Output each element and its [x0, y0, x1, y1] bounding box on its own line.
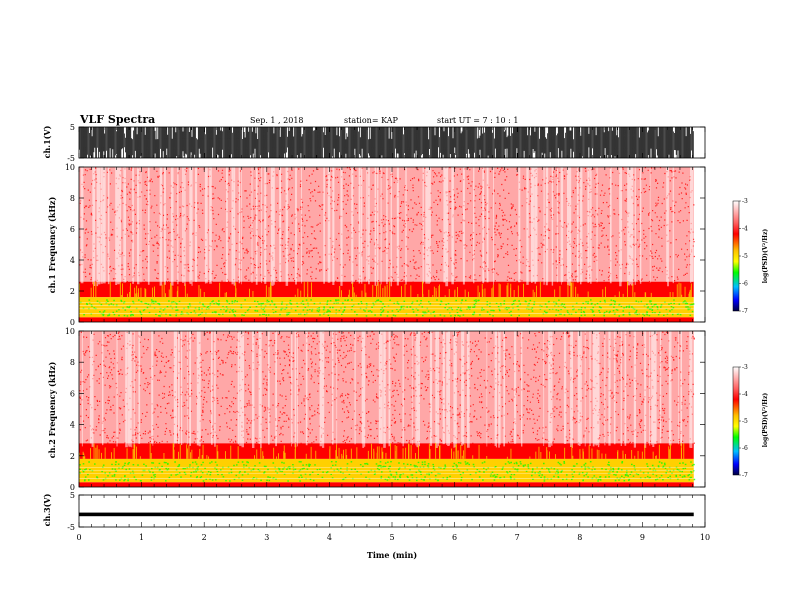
band-low — [79, 317, 694, 322]
x-tick-label: 5 — [389, 533, 394, 542]
ch2-spectrogram-panel: 0 2 4 6 8 10 — [65, 327, 706, 492]
x-tick-label: 2 — [202, 533, 207, 542]
ch1-colorbar-label: log(PSD)(V²/Hz) — [762, 229, 769, 284]
y-tick-label: 4 — [70, 421, 75, 430]
colorbar-tick-label: -4 — [742, 226, 748, 233]
x-tick-label: 9 — [640, 533, 645, 542]
y-tick-label: 5 — [70, 491, 75, 500]
panel-frame — [78, 126, 706, 159]
colorbar-tick-label: -3 — [742, 364, 748, 371]
ch2-spec-ylabel: ch.2 Frequency (kHz) — [47, 362, 57, 459]
ch1-waveform-trace — [79, 127, 694, 158]
x-tick-label: 1 — [139, 533, 144, 542]
x-tick-label: 7 — [515, 533, 520, 542]
x-tick-label: 3 — [264, 533, 269, 542]
y-tick-label: 2 — [70, 287, 75, 296]
ch3-wave-ylabel: ch.3(V) — [42, 493, 52, 526]
date-label: Sep. 1 , 2018 — [250, 116, 304, 125]
y-tick-label: -5 — [67, 154, 75, 163]
y-tick-label: 0 — [70, 318, 75, 327]
y-tick-label: 0 — [70, 483, 75, 492]
y-tick-label: 6 — [70, 225, 75, 234]
x-tick-label: 10 — [700, 533, 710, 542]
ch2-colorbar-label: log(PSD)(V²/Hz) — [762, 393, 769, 448]
y-tick-label: 8 — [70, 194, 75, 203]
panel-frame — [78, 166, 706, 323]
x-axis-title: Time (min) — [367, 550, 417, 560]
colorbar-tick-label: -6 — [742, 445, 748, 452]
white-streaks — [81, 331, 693, 448]
x-tick-label: 4 — [327, 533, 332, 542]
ch1-waveform-panel: 5 -5 — [67, 123, 706, 163]
panel-frame — [78, 330, 706, 488]
colorbar-tick-label: -3 — [742, 198, 748, 205]
y-tick-label: 8 — [70, 358, 75, 367]
colorbar-scale — [732, 200, 740, 312]
yellow-spikes — [79, 442, 685, 459]
y-tick-label: 10 — [65, 163, 75, 172]
y-tick-label: -5 — [67, 523, 75, 532]
panel-frame — [78, 494, 706, 528]
yellow-spikes — [79, 281, 692, 298]
colorbar-scale — [732, 366, 740, 476]
ch1-spec-ylabel: ch.1 Frequency (kHz) — [47, 197, 57, 294]
y-tick-label: 6 — [70, 389, 75, 398]
ch1-colorbar: -3 -4 -5 -6 -7 — [732, 198, 748, 315]
white-streaks — [80, 167, 694, 287]
colorbar-tick-label: -5 — [742, 253, 748, 260]
station-label: station= KAP — [344, 116, 399, 125]
colorbar-tick-label: -7 — [742, 308, 748, 315]
y-tick-label: 2 — [70, 452, 75, 461]
band-low — [79, 482, 694, 487]
figure-title: VLF Spectra — [79, 113, 155, 126]
colorbar-tick-label: -6 — [742, 281, 748, 288]
start-time-label: start UT = 7 : 10 : 1 — [437, 116, 518, 125]
green-patches — [80, 299, 695, 317]
x-tick-label: 8 — [577, 533, 582, 542]
ch1-wave-ylabel: ch.1(V) — [42, 125, 52, 158]
x-tick-label: 6 — [452, 533, 457, 542]
colorbar-tick-label: -4 — [742, 391, 748, 398]
x-tick-label: 0 — [76, 533, 81, 542]
colorbar-tick-label: -5 — [742, 418, 748, 425]
y-tick-label: 4 — [70, 256, 75, 265]
ch2-colorbar: -3 -4 -5 -6 -7 — [732, 364, 748, 479]
ch1-spectrogram-panel: 0 2 4 6 8 10 — [65, 163, 706, 327]
band-high — [79, 443, 694, 459]
colorbar-tick-label: -7 — [742, 472, 748, 479]
y-tick-label: 5 — [70, 123, 75, 132]
ch3-waveform-panel: 5 -50 1 2 3 4 5 6 7 8 9 10 — [67, 491, 710, 542]
y-tick-label: 10 — [65, 327, 75, 336]
green-patches — [79, 461, 696, 482]
ch3-waveform-trace — [79, 512, 694, 517]
